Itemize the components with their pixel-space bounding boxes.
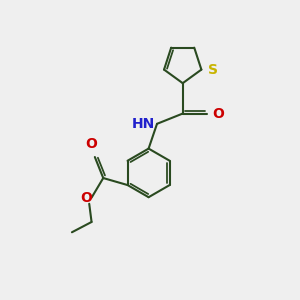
Text: HN: HN: [131, 117, 155, 131]
Text: O: O: [213, 106, 224, 121]
Text: O: O: [80, 191, 92, 205]
Text: S: S: [208, 63, 218, 76]
Text: O: O: [85, 137, 97, 152]
